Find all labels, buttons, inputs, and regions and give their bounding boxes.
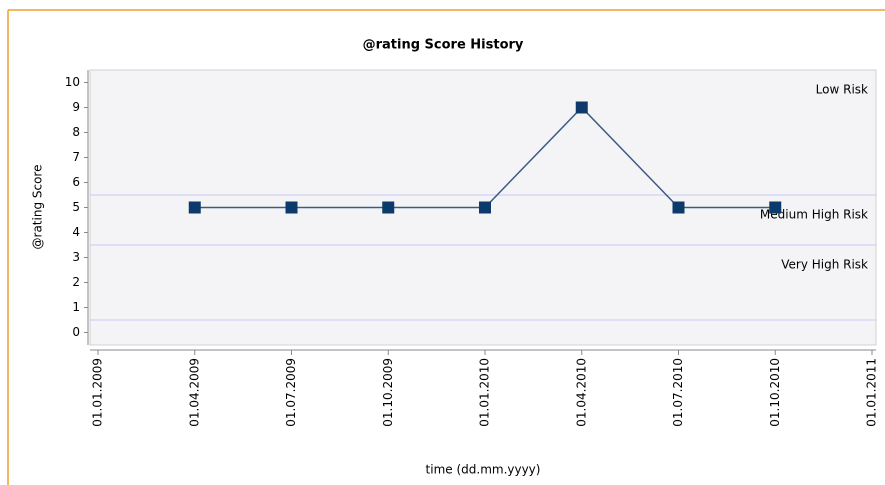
- x-tick-label: 01.10.2010: [768, 358, 782, 427]
- point: [188, 201, 201, 214]
- x-tick-label: 01.07.2010: [671, 358, 685, 427]
- y-tick-label: 9: [72, 100, 80, 114]
- y-tick-label: 2: [72, 275, 80, 289]
- x-tick-label: 01.01.2009: [91, 358, 105, 427]
- y-tick-label: 4: [72, 225, 80, 239]
- y-tick-label: 0: [72, 325, 80, 339]
- point: [769, 201, 782, 214]
- y-tick-label: 6: [72, 175, 80, 189]
- x-axis-label: time (dd.mm.yyyy): [426, 463, 541, 477]
- y-tick-label: 3: [72, 250, 80, 264]
- x-tick-label: 01.10.2009: [381, 358, 395, 427]
- y-tick-label: 7: [72, 150, 80, 164]
- x-tick-label: 01.04.2009: [187, 358, 201, 427]
- x-tick-label: 01.04.2010: [574, 358, 588, 427]
- band-label: Low Risk: [816, 83, 868, 97]
- x-tick-label: 01.01.2010: [478, 358, 492, 427]
- point: [672, 201, 685, 214]
- point: [479, 201, 491, 214]
- y-tick-label: 8: [72, 125, 80, 139]
- y-tick-label: 5: [72, 200, 80, 214]
- y-tick-label: 10: [65, 75, 80, 89]
- chart-title: @rating Score History: [363, 38, 524, 53]
- point: [285, 201, 298, 214]
- point: [382, 201, 395, 214]
- x-tick-label: 01.01.2011: [865, 358, 879, 427]
- y-tick-label: 1: [72, 300, 80, 314]
- band-label: Very High Risk: [781, 258, 868, 272]
- point: [575, 101, 588, 114]
- y-axis-label: @rating Score: [31, 165, 45, 250]
- x-tick-label: 01.07.2009: [284, 358, 298, 427]
- band-label: Medium High Risk: [760, 208, 868, 222]
